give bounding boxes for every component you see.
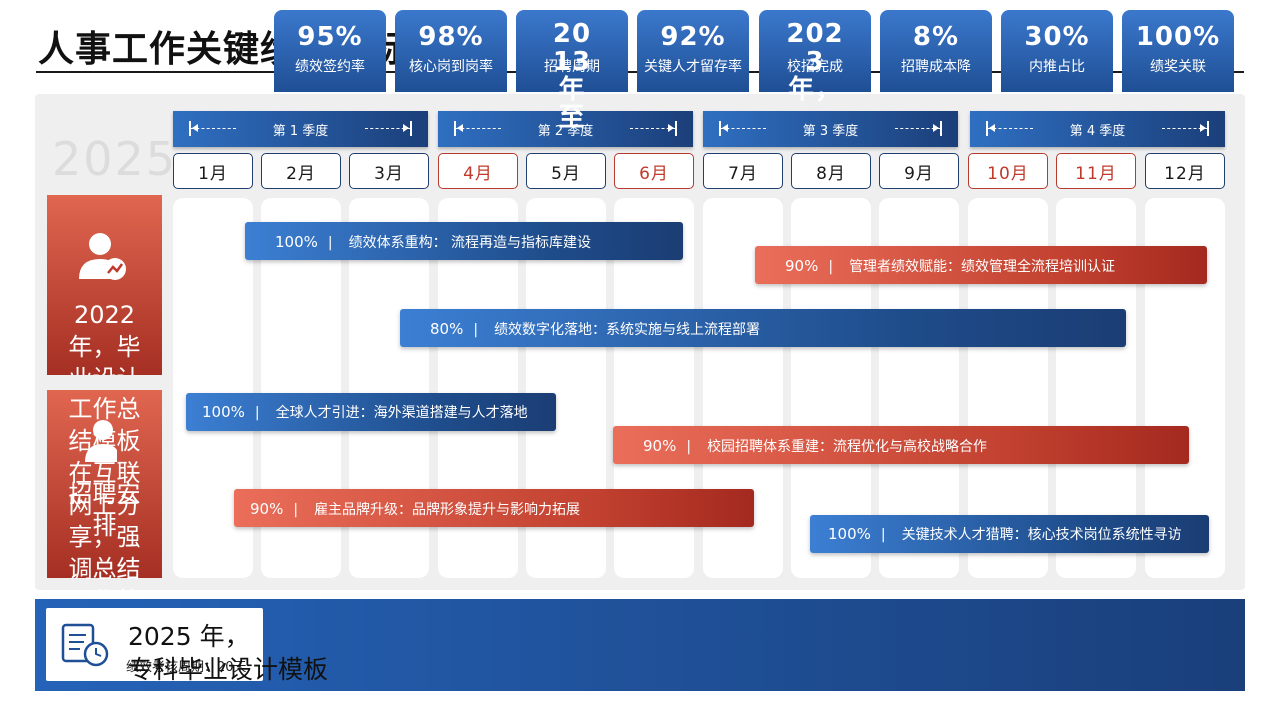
quarter-label: 第 2 季度: [537, 123, 594, 139]
quarter-2-header: 第 2 季度: [438, 111, 693, 147]
kpi-value: 92%: [660, 22, 726, 52]
quarter-label: 第 3 季度: [802, 123, 859, 139]
category-label: 2022年，毕业设计工作总结: [68, 301, 141, 375]
task-bar[interactable]: 100% | 全球人才引进：海外渠道搭建与人才落地: [186, 393, 556, 431]
kpi-card: 95% 绩效签约率: [274, 10, 386, 92]
user-chart-icon: [79, 233, 126, 280]
task-bar[interactable]: 90% | 管理者绩效赋能：绩效管理全流程培训认证: [755, 246, 1207, 284]
kpi-value: 98%: [418, 22, 484, 52]
category-performance: 2022年，毕业设计工作总结: [47, 195, 162, 375]
summary-year: 2025 年，: [128, 622, 250, 651]
quarter-label: 第 1 季度: [272, 123, 329, 139]
kpi-value: 8%: [912, 22, 960, 52]
kpi-card: 校招完成 2023年，: [759, 10, 871, 104]
month-10: 10月: [968, 153, 1048, 189]
summary-card: 2025 年， 绩效考核周期：20天: [46, 608, 263, 681]
month-4: 4月: [438, 153, 518, 189]
kpi-label: 核心岗到岗率: [409, 59, 493, 75]
kpi-card: 98% 核心岗到岗率: [395, 10, 507, 92]
month-2: 2月: [261, 153, 341, 189]
kpi-value: 30%: [1024, 22, 1090, 52]
task-bar[interactable]: 90% | 校园招聘体系重建：流程优化与高校战略合作: [613, 426, 1189, 464]
summary-overflow-text: 专科毕业设计模板: [128, 655, 329, 684]
kpi-card: 100% 绩奖关联: [1122, 10, 1234, 92]
month-12: 12月: [1145, 153, 1225, 189]
kpi-value: 2013年至: [552, 19, 592, 133]
month-7: 7月: [703, 153, 783, 189]
month-1: 1月: [173, 153, 253, 189]
kpi-label: 绩效签约率: [295, 59, 365, 75]
month-6: 6月: [614, 153, 694, 189]
summary-cycle: 绩效考核周期：20天: [126, 660, 247, 675]
kpi-label: 招聘周期: [544, 59, 600, 75]
kpi-label: 绩奖关联: [1150, 59, 1206, 75]
task-bar[interactable]: 100% | 关键技术人才猎聘：核心技术岗位系统性寻访: [810, 515, 1209, 553]
year-watermark: 2025: [52, 132, 178, 186]
kpi-card: 8% 招聘成本降: [880, 10, 992, 92]
month-11: 11月: [1056, 153, 1136, 189]
kpi-label: 关键人才留存率: [644, 59, 742, 75]
quarter-label: 第 4 季度: [1069, 123, 1126, 139]
month-8: 8月: [791, 153, 871, 189]
task-bar[interactable]: 80% | 绩效数字化落地：系统实施与线上流程部署: [400, 309, 1126, 347]
month-5: 5月: [526, 153, 606, 189]
month-3: 3月: [349, 153, 429, 189]
user-search-icon: [85, 420, 117, 462]
quarter-3-header: 第 3 季度: [703, 111, 958, 147]
kpi-value: 95%: [297, 22, 363, 52]
kpi-value: 2023年，: [786, 19, 844, 105]
kpi-label: 招聘成本降: [901, 59, 971, 75]
category-recruitment: 招聘安排: [47, 390, 162, 578]
task-bar[interactable]: 90% | 雇主品牌升级：品牌形象提升与影响力拓展: [234, 489, 754, 527]
quarter-4-header: 第 4 季度: [970, 111, 1225, 147]
kpi-card: 92% 关键人才留存率: [637, 10, 749, 92]
task-bar[interactable]: 100% | 绩效体系重构： 流程再造与指标库建设: [245, 222, 683, 260]
kpi-label: 校招完成: [787, 59, 843, 75]
clipboard-clock-icon: [61, 623, 109, 667]
kpi-value: 100%: [1135, 22, 1221, 52]
kpi-label: 内推占比: [1029, 59, 1085, 75]
kpi-card: 30% 内推占比: [1001, 10, 1113, 92]
month-9: 9月: [879, 153, 959, 189]
category-label: 招聘安排: [68, 480, 141, 540]
quarter-1-header: 第 1 季度: [173, 111, 428, 147]
kpi-card: 招聘周期 2013年至: [516, 10, 628, 132]
